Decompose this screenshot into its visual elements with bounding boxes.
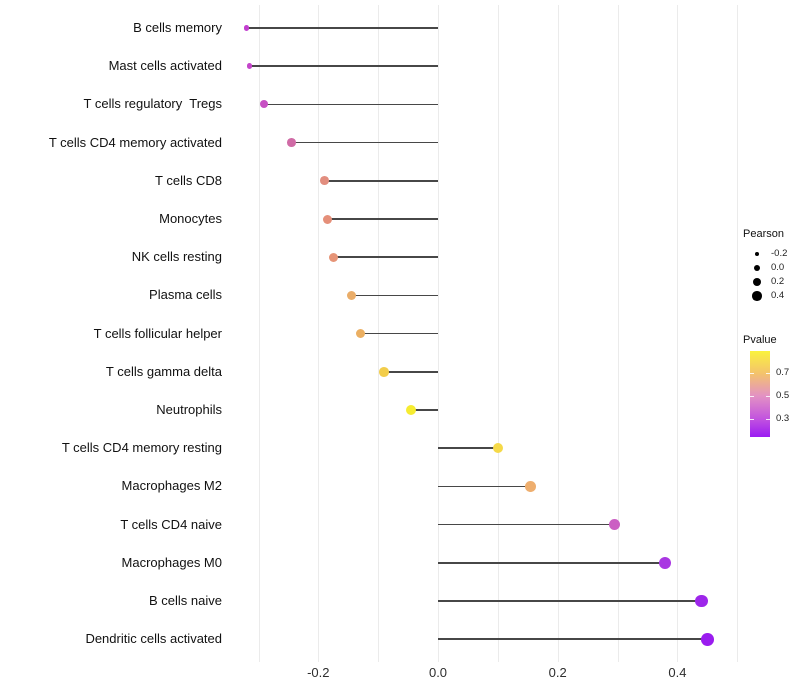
legend-pvalue-title: Pvalue: [743, 334, 777, 346]
vertical-gridline: [737, 5, 739, 662]
vertical-gridline: [497, 5, 499, 662]
lollipop-stick: [246, 27, 438, 29]
y-axis-label: Plasma cells: [149, 287, 222, 303]
lollipop-stick: [249, 65, 438, 67]
legend-pvalue-tick-mark: [766, 373, 770, 374]
legend-pearson-dot: [753, 278, 761, 286]
y-axis-label: T cells CD8: [155, 172, 222, 188]
y-axis-label: T cells CD4 memory activated: [48, 134, 222, 150]
y-axis-label: T cells gamma delta: [105, 363, 222, 379]
vertical-gridline: [617, 5, 619, 662]
data-point-dot: [319, 176, 329, 186]
legend-pvalue-tick-mark: [766, 396, 770, 397]
legend-pvalue-label: 0.5: [776, 390, 790, 401]
y-axis-label: T cells regulatory Tregs: [83, 96, 222, 112]
data-point-dot: [659, 556, 672, 569]
y-axis-label: B cells naive: [149, 593, 222, 608]
y-axis-label: Monocytes: [159, 211, 222, 226]
lollipop-stick: [351, 294, 438, 297]
y-axis-label: T cells follicular helper: [93, 325, 222, 341]
data-point-dot: [322, 214, 332, 224]
legend-pearson-label: 0.4: [771, 290, 785, 301]
data-point-dot: [355, 328, 365, 339]
pvalue-gradient-bar: [750, 351, 770, 437]
data-point-dot: [525, 481, 537, 492]
lollipop-stick: [384, 371, 439, 373]
x-axis-tick-label: 0.0: [428, 665, 448, 680]
lollipop-stick: [438, 562, 666, 564]
legend-pvalue-label: 0.3: [776, 413, 790, 424]
lollipop-stick: [438, 638, 708, 640]
data-point-dot: [700, 632, 714, 646]
lollipop-stick: [264, 103, 439, 106]
y-axis-label: T cells CD4 memory resting: [61, 440, 222, 456]
data-point-dot: [328, 252, 338, 262]
data-point-dot: [492, 443, 504, 454]
legend-pvalue-tick-mark: [750, 373, 754, 374]
lollipop-stick: [360, 332, 438, 335]
data-point-dot: [287, 138, 296, 147]
y-axis-label: T cells CD4 naive: [120, 516, 222, 532]
vertical-gridline: [318, 5, 320, 662]
y-axis-label: B cells memory: [133, 20, 222, 35]
data-point-dot: [379, 366, 389, 377]
legend-pearson-title: Pearson: [743, 228, 784, 240]
lollipop-stick: [411, 409, 438, 411]
x-axis-tick-label: -0.2: [307, 665, 330, 680]
vertical-gridline: [677, 5, 679, 662]
data-point-dot: [260, 100, 269, 109]
y-axis-label: Neutrophils: [156, 402, 222, 417]
lollipop-stick: [333, 256, 438, 258]
legend-pvalue-tick-mark: [750, 396, 754, 397]
vertical-gridline: [557, 5, 559, 662]
data-point-dot: [346, 290, 356, 301]
legend-pearson-dot: [752, 291, 762, 301]
data-point-dot: [243, 25, 250, 31]
y-axis-label: NK cells resting: [131, 249, 222, 265]
legend-pearson-label: 0.2: [771, 276, 785, 287]
y-axis-label: Macrophages M2: [121, 478, 222, 494]
legend-pearson-label: 0.0: [771, 262, 785, 273]
legend-pvalue-label: 0.7: [776, 367, 790, 378]
legend-pearson-dot: [754, 251, 760, 257]
x-axis-tick-label: 0.2: [548, 665, 567, 680]
lollipop-stick: [438, 523, 615, 526]
legend-pvalue-tick-mark: [750, 419, 754, 420]
lollipop-stick: [327, 218, 438, 220]
lollipop-stick: [291, 141, 438, 144]
legend-pearson-dot: [753, 264, 761, 272]
data-point-dot: [695, 594, 708, 608]
lollipop-stick: [438, 485, 531, 488]
data-point-dot: [608, 518, 621, 531]
lollipop-stick: [438, 447, 498, 449]
data-point-dot: [406, 405, 417, 415]
vertical-gridline: [258, 5, 260, 662]
legend-pvalue-tick-mark: [766, 419, 770, 420]
y-axis-label: Mast cells activated: [108, 58, 222, 74]
x-axis-tick-label: 0.4: [668, 665, 687, 680]
lollipop-stick: [324, 180, 438, 182]
legend-pearson-label: -0.2: [771, 248, 788, 259]
vertical-gridline: [438, 5, 439, 662]
data-point-dot: [246, 63, 253, 70]
y-axis-label: Macrophages M0: [121, 554, 222, 570]
lollipop-stick: [438, 600, 702, 602]
y-axis-label: Dendritic cells activated: [85, 631, 222, 647]
